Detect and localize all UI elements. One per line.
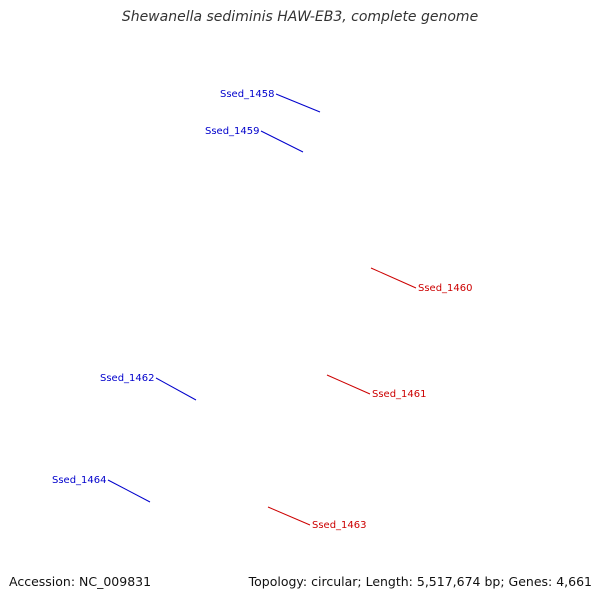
gene-label: Ssed_1460	[418, 283, 473, 294]
map-title: Shewanella sediminis HAW-EB3, complete g…	[121, 9, 479, 25]
leader-line	[155, 377, 197, 401]
genome-summary-text: Topology: circular; Length: 5,517,674 bp…	[248, 574, 592, 589]
leader-line	[107, 479, 151, 503]
leader-line	[275, 93, 321, 113]
accession-text: Accession: NC_009831	[9, 574, 152, 589]
leader-line	[267, 506, 311, 526]
leader-line	[260, 130, 304, 153]
leader-line	[326, 374, 371, 395]
gene-label: Ssed_1461	[372, 389, 427, 400]
gene-label: Ssed_1463	[312, 520, 367, 531]
leader-line	[370, 267, 417, 289]
labels: 1730 kbp1732 kbp1734 kbp1736 kbp1738 kbp…	[52, 89, 473, 531]
gene-label: Ssed_1464	[52, 475, 107, 486]
gene-label: Ssed_1458	[220, 89, 275, 100]
gene-label: Ssed_1462	[100, 373, 155, 384]
gene-label: Ssed_1459	[205, 126, 260, 137]
